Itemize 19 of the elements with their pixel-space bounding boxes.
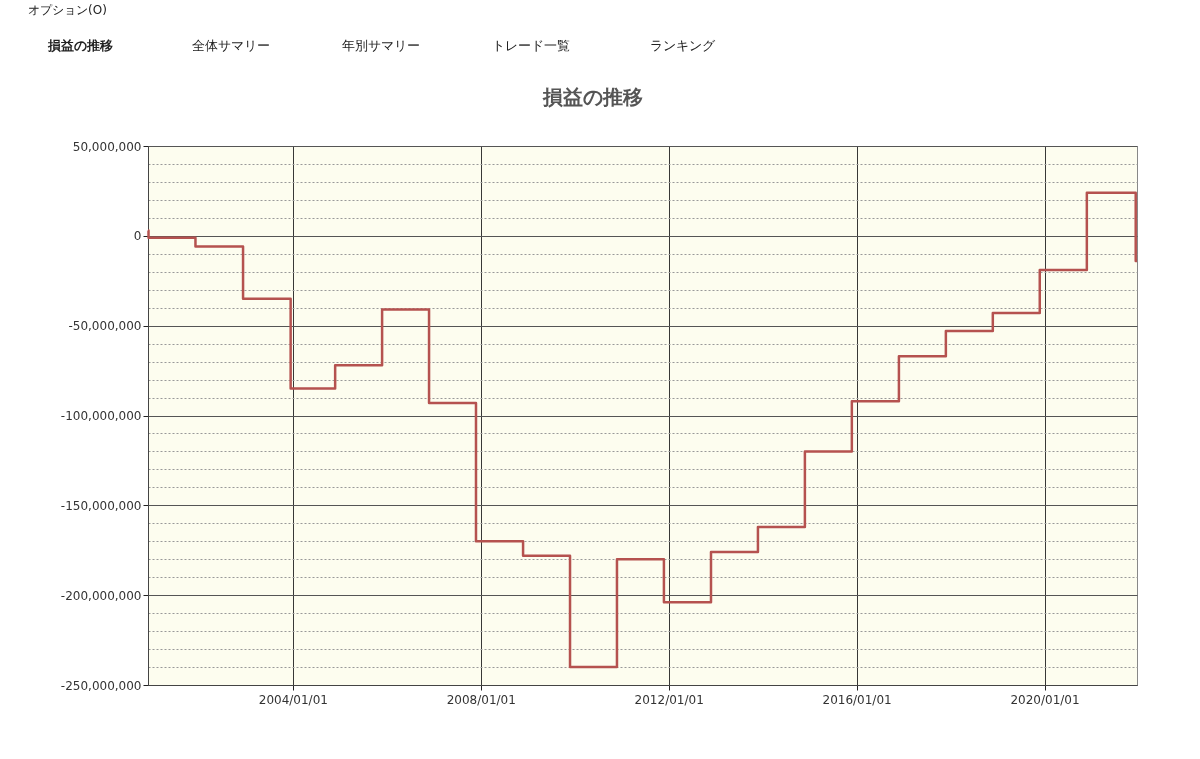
x-tick-label: 2004/01/01 bbox=[258, 692, 328, 707]
x-tick-label: 2012/01/01 bbox=[634, 692, 704, 707]
y-tick-label: -50,000,000 bbox=[68, 319, 142, 334]
y-tick-label: -200,000,000 bbox=[60, 588, 142, 603]
y-tick-label: 0 bbox=[133, 229, 142, 244]
y-tick-label: -150,000,000 bbox=[60, 498, 142, 513]
text: 年別サマリー bbox=[342, 38, 420, 53]
text: ランキング bbox=[649, 38, 716, 53]
x-tick-label: 2008/01/01 bbox=[446, 692, 516, 707]
chart-title: 損益の推移 bbox=[542, 85, 644, 109]
y-tick-label: -250,000,000 bbox=[60, 678, 142, 693]
y-tick-label: 50,000,000 bbox=[72, 139, 142, 154]
text: オプション(O) bbox=[28, 3, 107, 17]
y-tick-label: -100,000,000 bbox=[60, 409, 142, 423]
text: 全体サマリー bbox=[192, 38, 270, 53]
text: 損益の推移 bbox=[46, 38, 113, 53]
text: トレード一覧 bbox=[492, 38, 570, 53]
x-tick-label: 2016/01/01 bbox=[822, 692, 892, 707]
x-tick-label: 2020/01/01 bbox=[1010, 692, 1080, 707]
